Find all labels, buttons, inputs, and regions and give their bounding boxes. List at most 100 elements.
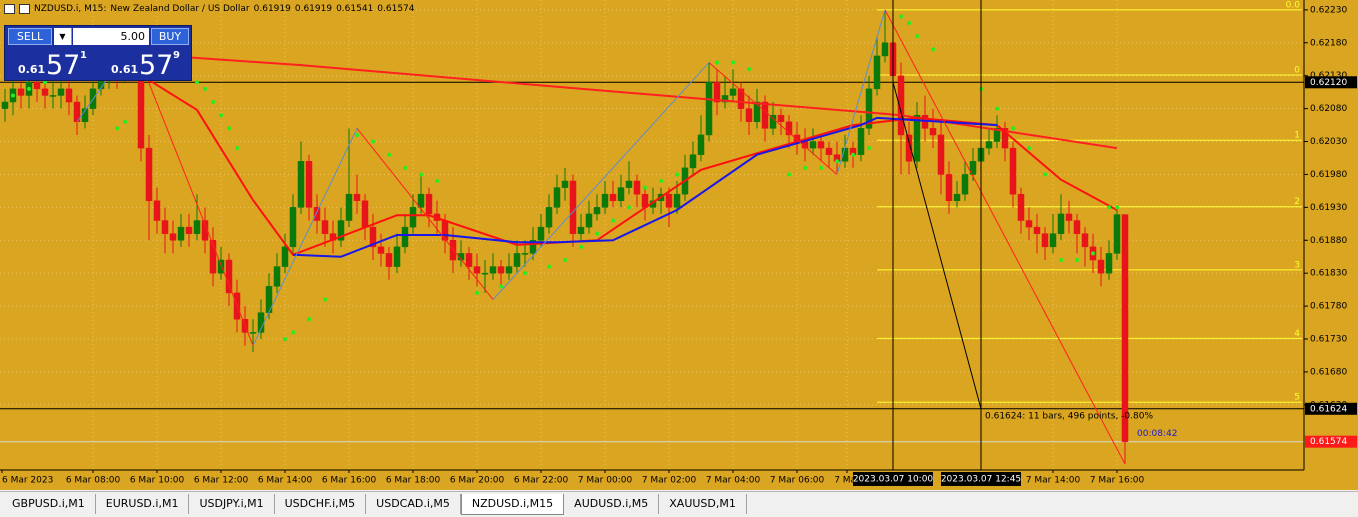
trendline	[892, 82, 982, 409]
sar-dot	[835, 159, 839, 164]
candle-body	[729, 88, 737, 96]
sell-button[interactable]: SELL	[8, 28, 52, 45]
bid-big: 0.61	[18, 63, 46, 76]
candle-body	[409, 207, 417, 228]
sar-dot	[1115, 205, 1119, 210]
chart-tab[interactable]: USDJPY.i,M1	[189, 494, 275, 514]
candle-body	[473, 266, 481, 274]
bid-price[interactable]: 0.61 57 1	[8, 48, 96, 81]
candle-body	[761, 101, 769, 129]
sar-dot	[307, 317, 311, 322]
buy-button[interactable]: BUY	[151, 28, 189, 45]
sar-dot	[387, 152, 391, 157]
measure-annotation: 0.61624: 11 bars, 496 points, -0.80%	[985, 411, 1153, 421]
chart-tab[interactable]: GBPUSD.i,M1	[2, 494, 96, 514]
chart-tab[interactable]: USDCAD.i,M5	[366, 494, 461, 514]
candle-body	[65, 88, 73, 103]
ask-price[interactable]: 0.61 57 9	[101, 48, 189, 81]
candle-body	[577, 226, 585, 234]
chart-tab[interactable]: AUDUSD.i,M5	[564, 494, 660, 514]
candle-body	[465, 253, 473, 267]
sar-dot	[203, 86, 207, 91]
sar-dot	[915, 34, 919, 39]
candle-body	[1041, 233, 1049, 248]
candle-body	[569, 180, 577, 234]
x-tick-label: 6 Mar 22:00	[514, 476, 569, 486]
sar-dot	[715, 60, 719, 65]
sar-dot	[787, 172, 791, 177]
crosshair-label: 2023.03.07 10:00	[853, 475, 934, 485]
fibo-label: 4	[1294, 329, 1300, 339]
fibonacci: 0.0 0 1 2 3 4 5	[0, 0, 1304, 443]
sar-dot	[1027, 146, 1031, 151]
candle-body	[625, 180, 633, 188]
candle-body	[777, 114, 785, 123]
y-tick-label: 0.61830	[1310, 269, 1347, 279]
chart-tab[interactable]: USDCHF.i,M5	[275, 494, 367, 514]
price-tag	[1305, 76, 1357, 89]
lot-dropdown[interactable]: ▼	[54, 28, 72, 45]
candle-body	[505, 266, 513, 274]
price-tag-label: 0.61624	[1310, 404, 1347, 414]
sar-dot	[211, 100, 215, 105]
sar-dot	[659, 179, 663, 184]
sar-dot	[123, 119, 127, 124]
sar-dot	[499, 284, 503, 289]
candle-body	[57, 88, 65, 96]
sar-dot	[731, 60, 735, 65]
candle-body	[345, 193, 353, 221]
candle-body	[33, 82, 41, 90]
candle-body	[905, 134, 913, 162]
candle-body	[1, 101, 9, 109]
x-tick-label: 6 Mar 18:00	[386, 476, 441, 486]
crosshair-label-box	[853, 472, 933, 486]
candle-body	[217, 259, 225, 274]
candle-body	[545, 207, 553, 228]
chart-tab[interactable]: NZDUSD.i,M15	[460, 494, 565, 515]
candle-body	[281, 246, 289, 267]
candle-body	[1105, 253, 1113, 274]
candle-body	[425, 193, 433, 215]
candle-body	[489, 266, 497, 274]
x-tick-label: 6 Mar 20:00	[450, 476, 505, 486]
candle-body	[953, 193, 961, 202]
candle-body	[385, 253, 393, 267]
y-tick-label: 0.61980	[1310, 170, 1347, 180]
candle-body	[753, 101, 761, 123]
sar-dot	[995, 106, 999, 111]
sar-dot	[1091, 251, 1095, 256]
candle-body	[617, 187, 625, 202]
y-tick-label: 0.61930	[1310, 203, 1347, 213]
candle-body	[153, 200, 161, 221]
chart: 0.0 0 1 2 3 4 5 0.61624: 11 bars, 496 points, -…	[0, 0, 1358, 490]
candle-body	[705, 82, 713, 136]
candle-body	[609, 193, 617, 202]
candle-body	[249, 332, 257, 334]
chart-tabs: GBPUSD.i,M1 EURUSD.i,M1 USDJPY.i,M1 USDCHF.…	[0, 491, 1358, 517]
chart-tab[interactable]: XAUUSD,M1	[659, 494, 747, 514]
candle-body	[169, 233, 177, 241]
chart-tab[interactable]: EURUSD.i,M1	[96, 494, 190, 514]
y-tick-label: 0.62180	[1310, 38, 1347, 48]
sar-dot	[195, 80, 199, 85]
candle-body	[377, 246, 385, 254]
sar-dot	[43, 80, 47, 85]
crosshair-label: 2023.03.07 12:45	[941, 475, 1021, 485]
y-tick-label: 0.62030	[1310, 137, 1347, 147]
candle-body	[1001, 128, 1009, 149]
candle-body	[897, 75, 905, 136]
lot-input[interactable]: 5.00	[73, 28, 149, 45]
candle-body	[737, 88, 745, 109]
candle-body	[401, 226, 409, 248]
candle-body	[825, 147, 833, 155]
candle-body	[985, 141, 993, 149]
x-tick-label: 7 Mar 04:00	[706, 476, 761, 486]
candle-body	[353, 193, 361, 202]
price-tag	[1305, 402, 1357, 415]
moving-average	[292, 116, 998, 258]
sar-dot	[595, 231, 599, 236]
candle-body	[1057, 213, 1065, 234]
candle-body	[369, 226, 377, 248]
candle-body	[769, 114, 777, 129]
